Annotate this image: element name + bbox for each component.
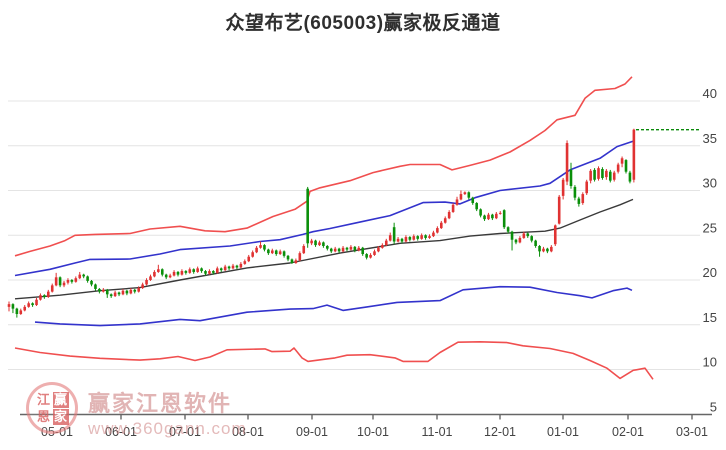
upper-red-channel-line [14,76,633,257]
candles-layer [7,128,636,318]
y-axis-label: 25 [703,220,717,235]
y-axis-label: 20 [703,265,717,280]
y-axis-label: 40 [703,86,717,101]
y-axis: 5 10 15 20 25 30 35 40 [703,86,717,414]
y-axis-label: 5 [710,399,717,414]
x-axis-label: 08-01 [232,425,264,439]
x-axis-label: 02-01 [612,425,644,439]
x-axis-label: 10-01 [357,425,389,439]
grid-layer [8,100,700,370]
x-axis-label: 07-01 [169,425,201,439]
y-axis-label: 15 [703,310,717,325]
x-axis: 05-01 06-01 07-01 08-01 09-01 10-01 11-01 12-01… [20,413,712,439]
x-axis-label: 05-01 [41,425,73,439]
y-axis-label: 35 [703,131,717,146]
lower-red-channel-line [14,340,654,380]
x-axis-label: 06-01 [105,425,137,439]
chart-title: 众望布艺(605003)赢家极反通道 [225,13,501,34]
x-axis-label: 03-01 [676,425,708,439]
y-axis-label: 30 [703,176,717,191]
x-axis-label: 11-01 [421,425,452,439]
y-axis-label: 10 [703,355,717,370]
x-axis-label: 01-01 [547,425,579,439]
channel-lines-layer [14,76,654,380]
middle-black-channel-line [14,198,634,300]
x-axis-label: 12-01 [484,425,516,439]
upper-blue-channel-line [14,140,634,277]
x-axis-label: 09-01 [296,425,328,439]
lower-blue-channel-line [34,285,633,327]
